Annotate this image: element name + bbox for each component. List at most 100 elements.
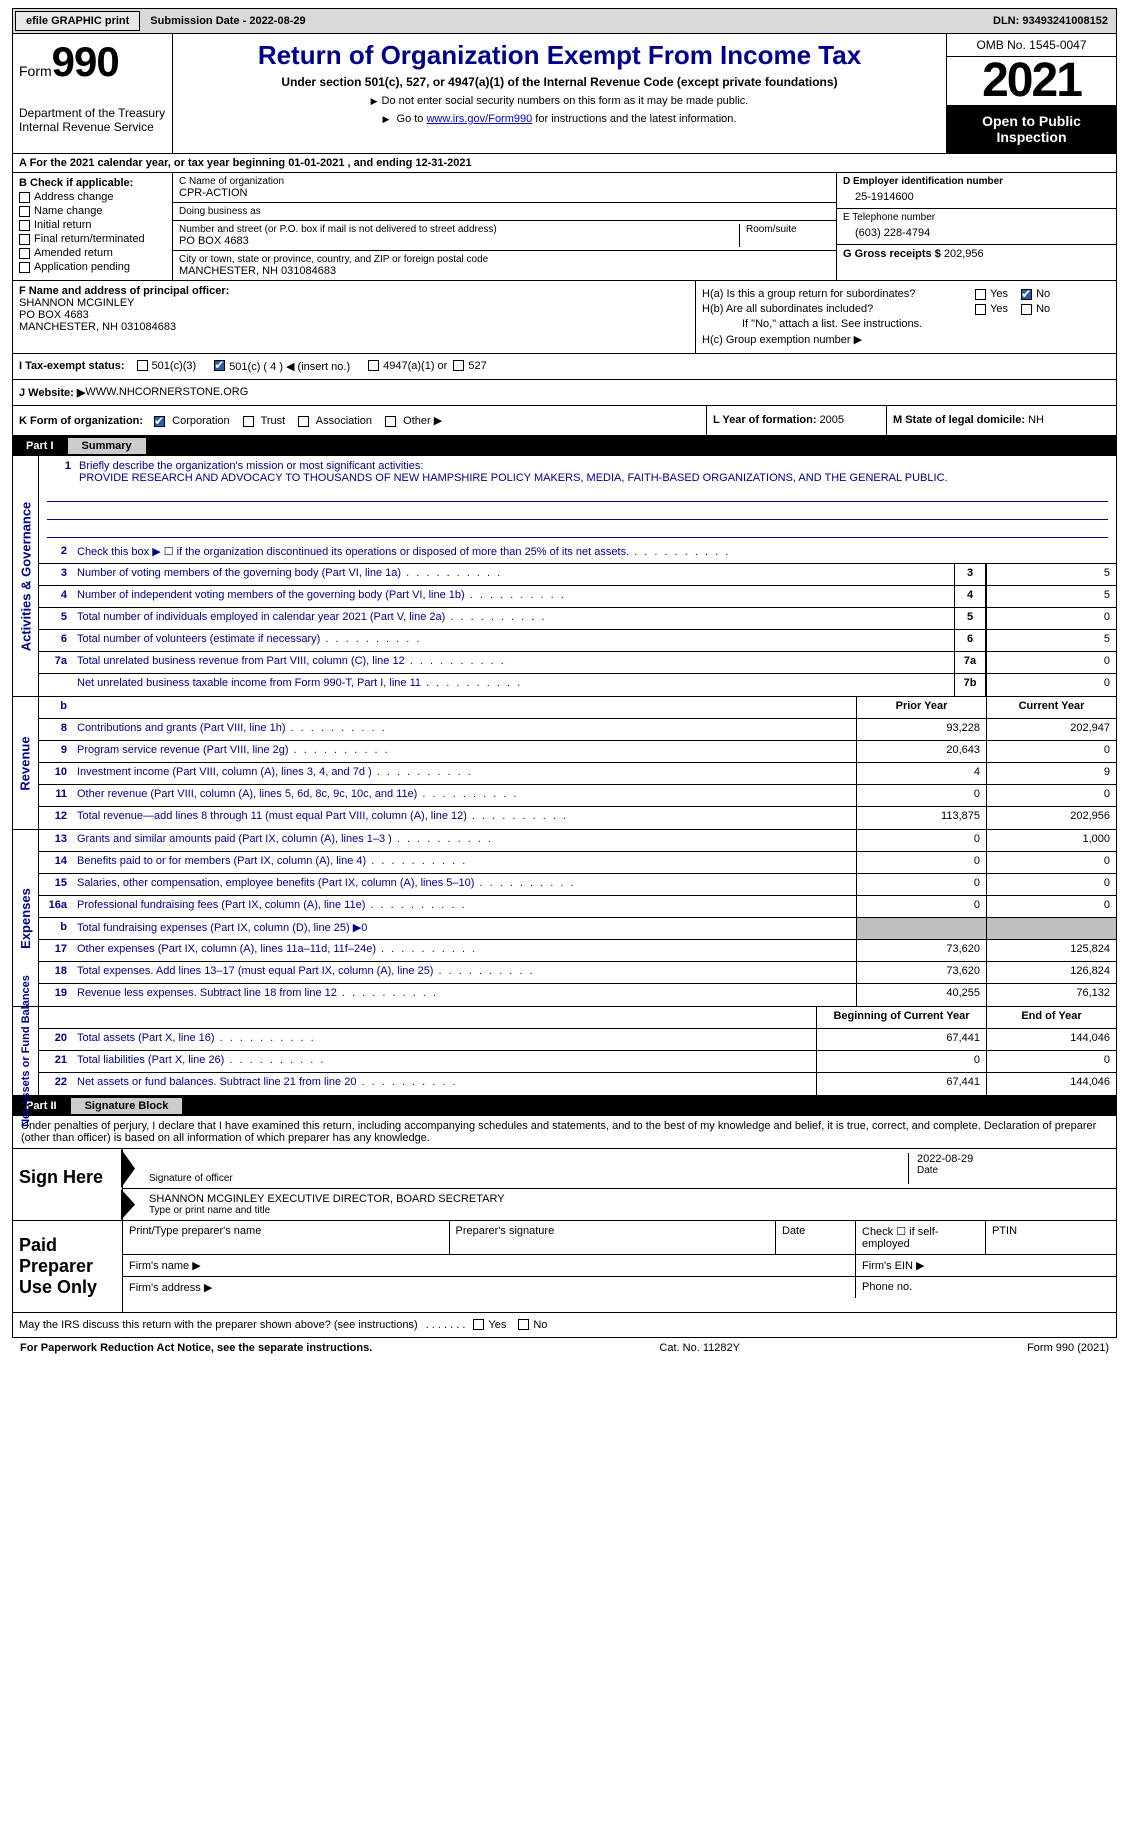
beginning-year-header: Beginning of Current Year: [816, 1007, 986, 1028]
summary-line: 16aProfessional fundraising fees (Part I…: [39, 896, 1116, 918]
line-k-l-m: K Form of organization: Corporation Trus…: [12, 406, 1117, 436]
city-state-zip: MANCHESTER, NH 031084683: [179, 265, 830, 277]
irs-link[interactable]: www.irs.gov/Form990: [426, 113, 532, 125]
ein-label: D Employer identification number: [843, 176, 1110, 187]
summary-line: 6Total number of volunteers (estimate if…: [39, 630, 1116, 652]
officer-addr1: PO BOX 4683: [19, 309, 689, 321]
summary-line: 19Revenue less expenses. Subtract line 1…: [39, 984, 1116, 1006]
phone-value: (603) 228-4794: [843, 223, 1110, 239]
summary-line: 7aTotal unrelated business revenue from …: [39, 652, 1116, 674]
printed-name-label: Type or print name and title: [149, 1205, 1108, 1216]
h-a-line: H(a) Is this a group return for subordin…: [702, 288, 1110, 300]
signature-date: 2022-08-29: [917, 1153, 1108, 1165]
hb-no-checkbox[interactable]: [1021, 304, 1032, 315]
summary-line: 20Total assets (Part X, line 16)67,44114…: [39, 1029, 1116, 1051]
website-value: WWW.NHCORNERSTONE.ORG: [85, 386, 248, 399]
cb-application-pending[interactable]: Application pending: [19, 261, 166, 273]
signature-date-label: Date: [917, 1165, 1108, 1176]
efile-print-button[interactable]: efile GRAPHIC print: [15, 11, 140, 31]
form-subtitle: Under section 501(c), 527, or 4947(a)(1)…: [179, 75, 940, 89]
street-address: PO BOX 4683: [179, 235, 733, 247]
gross-receipts-value: 202,956: [944, 248, 984, 260]
hb-yes-checkbox[interactable]: [975, 304, 986, 315]
cb-501c3[interactable]: [137, 360, 148, 371]
firm-address-label: Firm's address ▶: [123, 1277, 856, 1298]
summary-line: Net unrelated business taxable income fr…: [39, 674, 1116, 696]
line-a-tax-year: A For the 2021 calendar year, or tax yea…: [12, 154, 1117, 173]
discuss-no-checkbox[interactable]: [518, 1319, 529, 1330]
section-b-c-d: B Check if applicable: Address change Na…: [12, 173, 1117, 281]
summary-line: 8Contributions and grants (Part VIII, li…: [39, 719, 1116, 741]
ha-yes-checkbox[interactable]: [975, 289, 986, 300]
cb-address-change[interactable]: Address change: [19, 191, 166, 203]
cb-name-change[interactable]: Name change: [19, 205, 166, 217]
penalties-statement: Under penalties of perjury, I declare th…: [12, 1116, 1117, 1149]
officer-name: SHANNON MCGINLEY: [19, 297, 689, 309]
address-label: Number and street (or P.O. box if mail i…: [179, 224, 733, 235]
room-suite-label: Room/suite: [746, 224, 830, 235]
activities-governance-section: Activities & Governance 1Briefly describ…: [12, 456, 1117, 697]
prior-year-header: Prior Year: [856, 697, 986, 718]
cb-final-return[interactable]: Final return/terminated: [19, 233, 166, 245]
submission-date-label: Submission Date - 2022-08-29: [142, 12, 313, 30]
line-b-num: b: [39, 697, 73, 718]
cb-other[interactable]: [385, 416, 396, 427]
summary-line: 12Total revenue—add lines 8 through 11 (…: [39, 807, 1116, 829]
signature-officer-label: Signature of officer: [149, 1173, 908, 1184]
ssn-note: Do not enter social security numbers on …: [179, 95, 940, 107]
discuss-yes-checkbox[interactable]: [473, 1319, 484, 1330]
part-2-header: Part IISignature Block: [12, 1096, 1117, 1116]
summary-line: 17Other expenses (Part IX, column (A), l…: [39, 940, 1116, 962]
h-b-line: H(b) Are all subordinates included? Yes …: [702, 303, 1110, 315]
cb-527[interactable]: [453, 360, 464, 371]
goto-note: Go to www.irs.gov/Form990 for instructio…: [179, 113, 940, 125]
cb-association[interactable]: [298, 416, 309, 427]
org-name-label: C Name of organization: [179, 176, 830, 187]
revenue-section: Revenue b Prior Year Current Year 8Contr…: [12, 697, 1117, 830]
vside-netassets: Net Assets or Fund Balances: [20, 975, 32, 1127]
form-title: Return of Organization Exempt From Incom…: [179, 40, 940, 71]
ha-no-checkbox[interactable]: [1021, 289, 1032, 300]
page-footer: For Paperwork Reduction Act Notice, see …: [12, 1338, 1117, 1358]
section-f-h: F Name and address of principal officer:…: [12, 281, 1117, 354]
cb-4947[interactable]: [368, 360, 379, 371]
summary-line: 5Total number of individuals employed in…: [39, 608, 1116, 630]
form-number: Form990: [19, 38, 166, 86]
phone-label: E Telephone number: [843, 212, 1110, 223]
firm-phone-label: Phone no.: [856, 1277, 1116, 1298]
end-year-header: End of Year: [986, 1007, 1116, 1028]
h-c-line: H(c) Group exemption number ▶: [702, 333, 1110, 346]
net-assets-section: Net Assets or Fund Balances Beginning of…: [12, 1007, 1117, 1096]
city-label: City or town, state or province, country…: [179, 254, 830, 265]
dept-label: Department of the Treasury: [19, 106, 166, 120]
cb-501c[interactable]: [214, 360, 225, 371]
vside-governance: Activities & Governance: [18, 501, 33, 651]
summary-line: bTotal fundraising expenses (Part IX, co…: [39, 918, 1116, 940]
cb-corporation[interactable]: [154, 416, 165, 427]
paid-preparer-label: Paid Preparer Use Only: [13, 1221, 123, 1312]
gross-receipts-label: G Gross receipts $: [843, 248, 944, 260]
summary-line: 21Total liabilities (Part X, line 26)00: [39, 1051, 1116, 1073]
vside-expenses: Expenses: [18, 888, 33, 949]
summary-line: 18Total expenses. Add lines 13–17 (must …: [39, 962, 1116, 984]
officer-printed-name: SHANNON MCGINLEY EXECUTIVE DIRECTOR, BOA…: [149, 1193, 1108, 1205]
irs-label: Internal Revenue Service: [19, 120, 166, 134]
h-b-note: If "No," attach a list. See instructions…: [702, 318, 1110, 330]
vside-revenue: Revenue: [18, 736, 33, 790]
firm-name-label: Firm's name ▶: [123, 1255, 856, 1277]
officer-label: F Name and address of principal officer:: [19, 285, 689, 297]
summary-line: 15Salaries, other compensation, employee…: [39, 874, 1116, 896]
cb-amended-return[interactable]: Amended return: [19, 247, 166, 259]
public-inspection-badge: Open to Public Inspection: [947, 105, 1116, 153]
ptin-header: PTIN: [986, 1221, 1116, 1255]
summary-line: 14Benefits paid to or for members (Part …: [39, 852, 1116, 874]
org-name: CPR-ACTION: [179, 187, 830, 199]
discuss-preparer-line: May the IRS discuss this return with the…: [12, 1313, 1117, 1338]
cb-trust[interactable]: [243, 416, 254, 427]
state-domicile: M State of legal domicile: NH: [886, 406, 1116, 435]
expenses-section: Expenses 13Grants and similar amounts pa…: [12, 830, 1117, 1007]
cb-initial-return[interactable]: Initial return: [19, 219, 166, 231]
mission-text: PROVIDE RESEARCH AND ADVOCACY TO THOUSAN…: [47, 472, 1108, 484]
top-toolbar: efile GRAPHIC print Submission Date - 20…: [12, 8, 1117, 34]
self-employed-header: Check ☐ if self-employed: [856, 1221, 986, 1255]
